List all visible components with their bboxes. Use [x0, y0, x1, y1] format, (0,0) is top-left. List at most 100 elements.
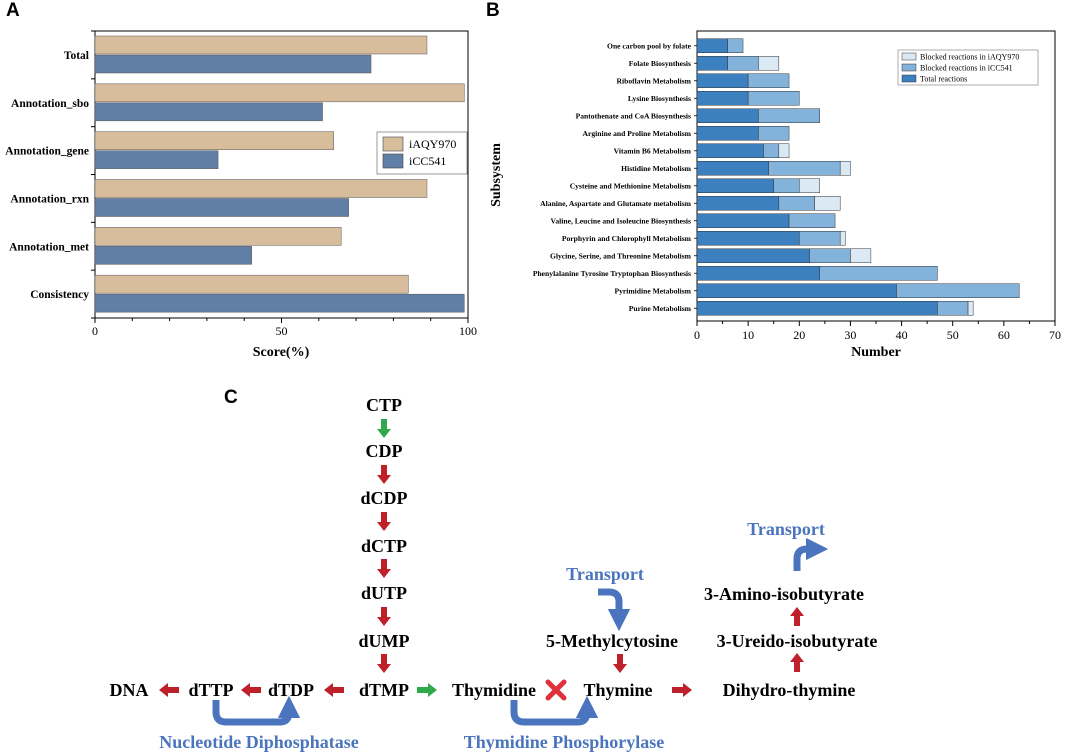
legend-label-iaqy970: iAQY970: [409, 137, 456, 151]
chart-b-category-label: Vitamin B6 Metabolism: [614, 147, 692, 156]
chart-a-x-tick-label: 100: [459, 324, 477, 338]
chart-a-category-label: Annotation_gene: [5, 146, 89, 158]
bar-b-segment: [696, 266, 820, 281]
bar-b-segment: [747, 73, 790, 88]
node-methylcytosine: 5-Methylcytosine: [546, 631, 678, 651]
bar-b-segment: [696, 231, 800, 246]
bar-b-segment: [696, 143, 764, 158]
chart-a-legend: iAQY970 iCC541: [376, 131, 468, 175]
chart-b-category-label: Alanine, Aspartate and Glutamate metabol…: [540, 199, 691, 208]
bar-a-annotation_rxn-iaqy970: [94, 179, 428, 198]
chart-b-x-tick-label: 10: [742, 328, 754, 342]
bar-b-segment: [799, 231, 841, 246]
chart-a-category-label: Annotation_met: [9, 241, 89, 253]
bar-b-segment: [696, 38, 728, 53]
chart-b-category-label: Glycine, Serine, and Threonine Metabolis…: [550, 252, 692, 261]
chart-b-category-label: Pantothenate and CoA Biosynthesis: [576, 112, 691, 121]
bar-b-segment: [896, 283, 1020, 298]
arrow-dump-to-dtmp: [377, 654, 391, 673]
bar-b-segment: [967, 301, 974, 316]
node-cdp: CDP: [366, 441, 403, 461]
node-dna: DNA: [110, 680, 149, 700]
transport-label-2: Transport: [747, 519, 825, 539]
chart-b-category-label: One carbon pool by folate: [607, 42, 692, 51]
transport-in-curved-arrow: [598, 588, 631, 632]
transport-label-1: Transport: [566, 564, 644, 584]
node-dump: dUMP: [359, 631, 410, 651]
chart-b-x-tick-label: 60: [998, 328, 1010, 342]
chart-b-category-label: Lysine Biosynthesis: [628, 94, 691, 103]
node-thymine: Thymine: [583, 680, 652, 700]
node-dcdp: dCDP: [360, 488, 407, 508]
bar-a-annotation_met-iaqy970: [94, 227, 342, 246]
legend-swatch-total: [901, 74, 917, 83]
legend-swatch-blocked-iaqy970: [901, 52, 917, 61]
chart-b-category-label: Cysteine and Methionine Metabolism: [570, 182, 692, 191]
panel-c-label: C: [224, 387, 238, 408]
chart-a-category-label: Annotation_rxn: [10, 193, 89, 205]
node-dtmp: dTMP: [359, 680, 409, 700]
bar-b-segment: [696, 161, 769, 176]
legend-swatch-blocked-icc541: [901, 63, 917, 72]
node-dctp: dCTP: [361, 536, 407, 556]
arrow-ureido-to-amino: [790, 607, 804, 626]
enzyme-thymidine-phosphorylase: Thymidine Phosphorylase: [464, 732, 665, 752]
arrow-dtdp-to-dttp: [241, 683, 261, 697]
legend-swatch-icc541: [382, 153, 404, 169]
bar-b-segment: [819, 266, 938, 281]
bar-a-annotation_rxn-icc541: [94, 198, 349, 217]
legend-swatch-iaqy970: [382, 136, 404, 152]
bar-b-segment: [937, 301, 969, 316]
arrow-dttp-to-dna: [159, 683, 179, 697]
blocked-reaction-cross-icon: [545, 679, 567, 701]
bar-b-segment: [696, 301, 938, 316]
arrow-dtmp-to-thymidine: [417, 683, 437, 697]
chart-b-y-label: Subsystem: [489, 143, 504, 207]
bar-a-consistency-icc541: [94, 293, 465, 313]
bar-b-segment: [763, 143, 780, 158]
bar-b-segment: [778, 196, 815, 211]
chart-a-x-label: Score(%): [253, 345, 310, 360]
node-ureido-isobutyrate: 3-Ureido-isobutyrate: [717, 631, 878, 651]
chart-a-x-tick-label: 0: [92, 324, 98, 338]
chart-b-category-label: Phenylalanine Tyrosine Tryptophan Biosyn…: [533, 269, 691, 278]
bar-a-annotation_gene-icc541: [94, 150, 219, 169]
bar-a-total-iaqy970: [94, 35, 428, 55]
chart-b-category-label: Riboflavin Metabolism: [617, 77, 692, 86]
bar-b-segment: [696, 91, 749, 106]
bar-b-segment: [773, 178, 800, 193]
chart-b-category-label: Folate Biosynthesis: [629, 59, 691, 68]
node-dihydrothymine: Dihydro-thymine: [723, 680, 856, 700]
chart-b-legend: Blocked reactions in iAQY970 Blocked rea…: [897, 49, 1039, 86]
node-dutp: dUTP: [361, 583, 407, 603]
bar-b-segment: [696, 178, 774, 193]
node-amino-isobutyrate: 3-Amino-isobutyrate: [704, 584, 864, 604]
arrow-dtmp-to-dtdp: [324, 683, 344, 697]
legend-label-blocked-iaqy970: Blocked reactions in iAQY970: [920, 53, 1019, 62]
bar-b-segment: [727, 56, 759, 71]
chart-b-x-tick-label: 20: [793, 328, 805, 342]
bar-a-annotation_sbo-iaqy970: [94, 83, 465, 103]
bar-a-annotation_met-icc541: [94, 246, 252, 265]
arrow-dihydrothymine-to-ureido: [790, 653, 804, 672]
bar-a-annotation_gene-iaqy970: [94, 131, 334, 150]
bar-b-segment: [758, 126, 790, 141]
bar-b-segment: [799, 178, 820, 193]
legend-label-total: Total reactions: [920, 75, 967, 84]
bar-b-segment: [850, 248, 872, 263]
chart-b-x-tick-label: 40: [896, 328, 908, 342]
legend-label-icc541: iCC541: [409, 154, 446, 168]
bar-b-segment: [778, 143, 790, 158]
chart-a-category-label: Consistency: [30, 289, 89, 301]
bar-b-segment: [839, 161, 851, 176]
bar-a-consistency-iaqy970: [94, 274, 409, 294]
panel-a-label: A: [6, 0, 20, 21]
chart-b-category-label: Valine, Leucine and Isoleucine Biosynthe…: [551, 217, 691, 226]
arrow-thymine-to-dihydrothymine: [672, 683, 692, 697]
arrow-dutp-to-dump: [377, 607, 391, 626]
chart-b-x-tick-label: 0: [694, 328, 700, 342]
arrow-ctp-to-cdp: [377, 419, 391, 438]
bar-b-segment: [696, 248, 810, 263]
bar-b-segment: [758, 56, 780, 71]
legend-label-blocked-icc541: Blocked reactions in iCC541: [920, 64, 1013, 73]
